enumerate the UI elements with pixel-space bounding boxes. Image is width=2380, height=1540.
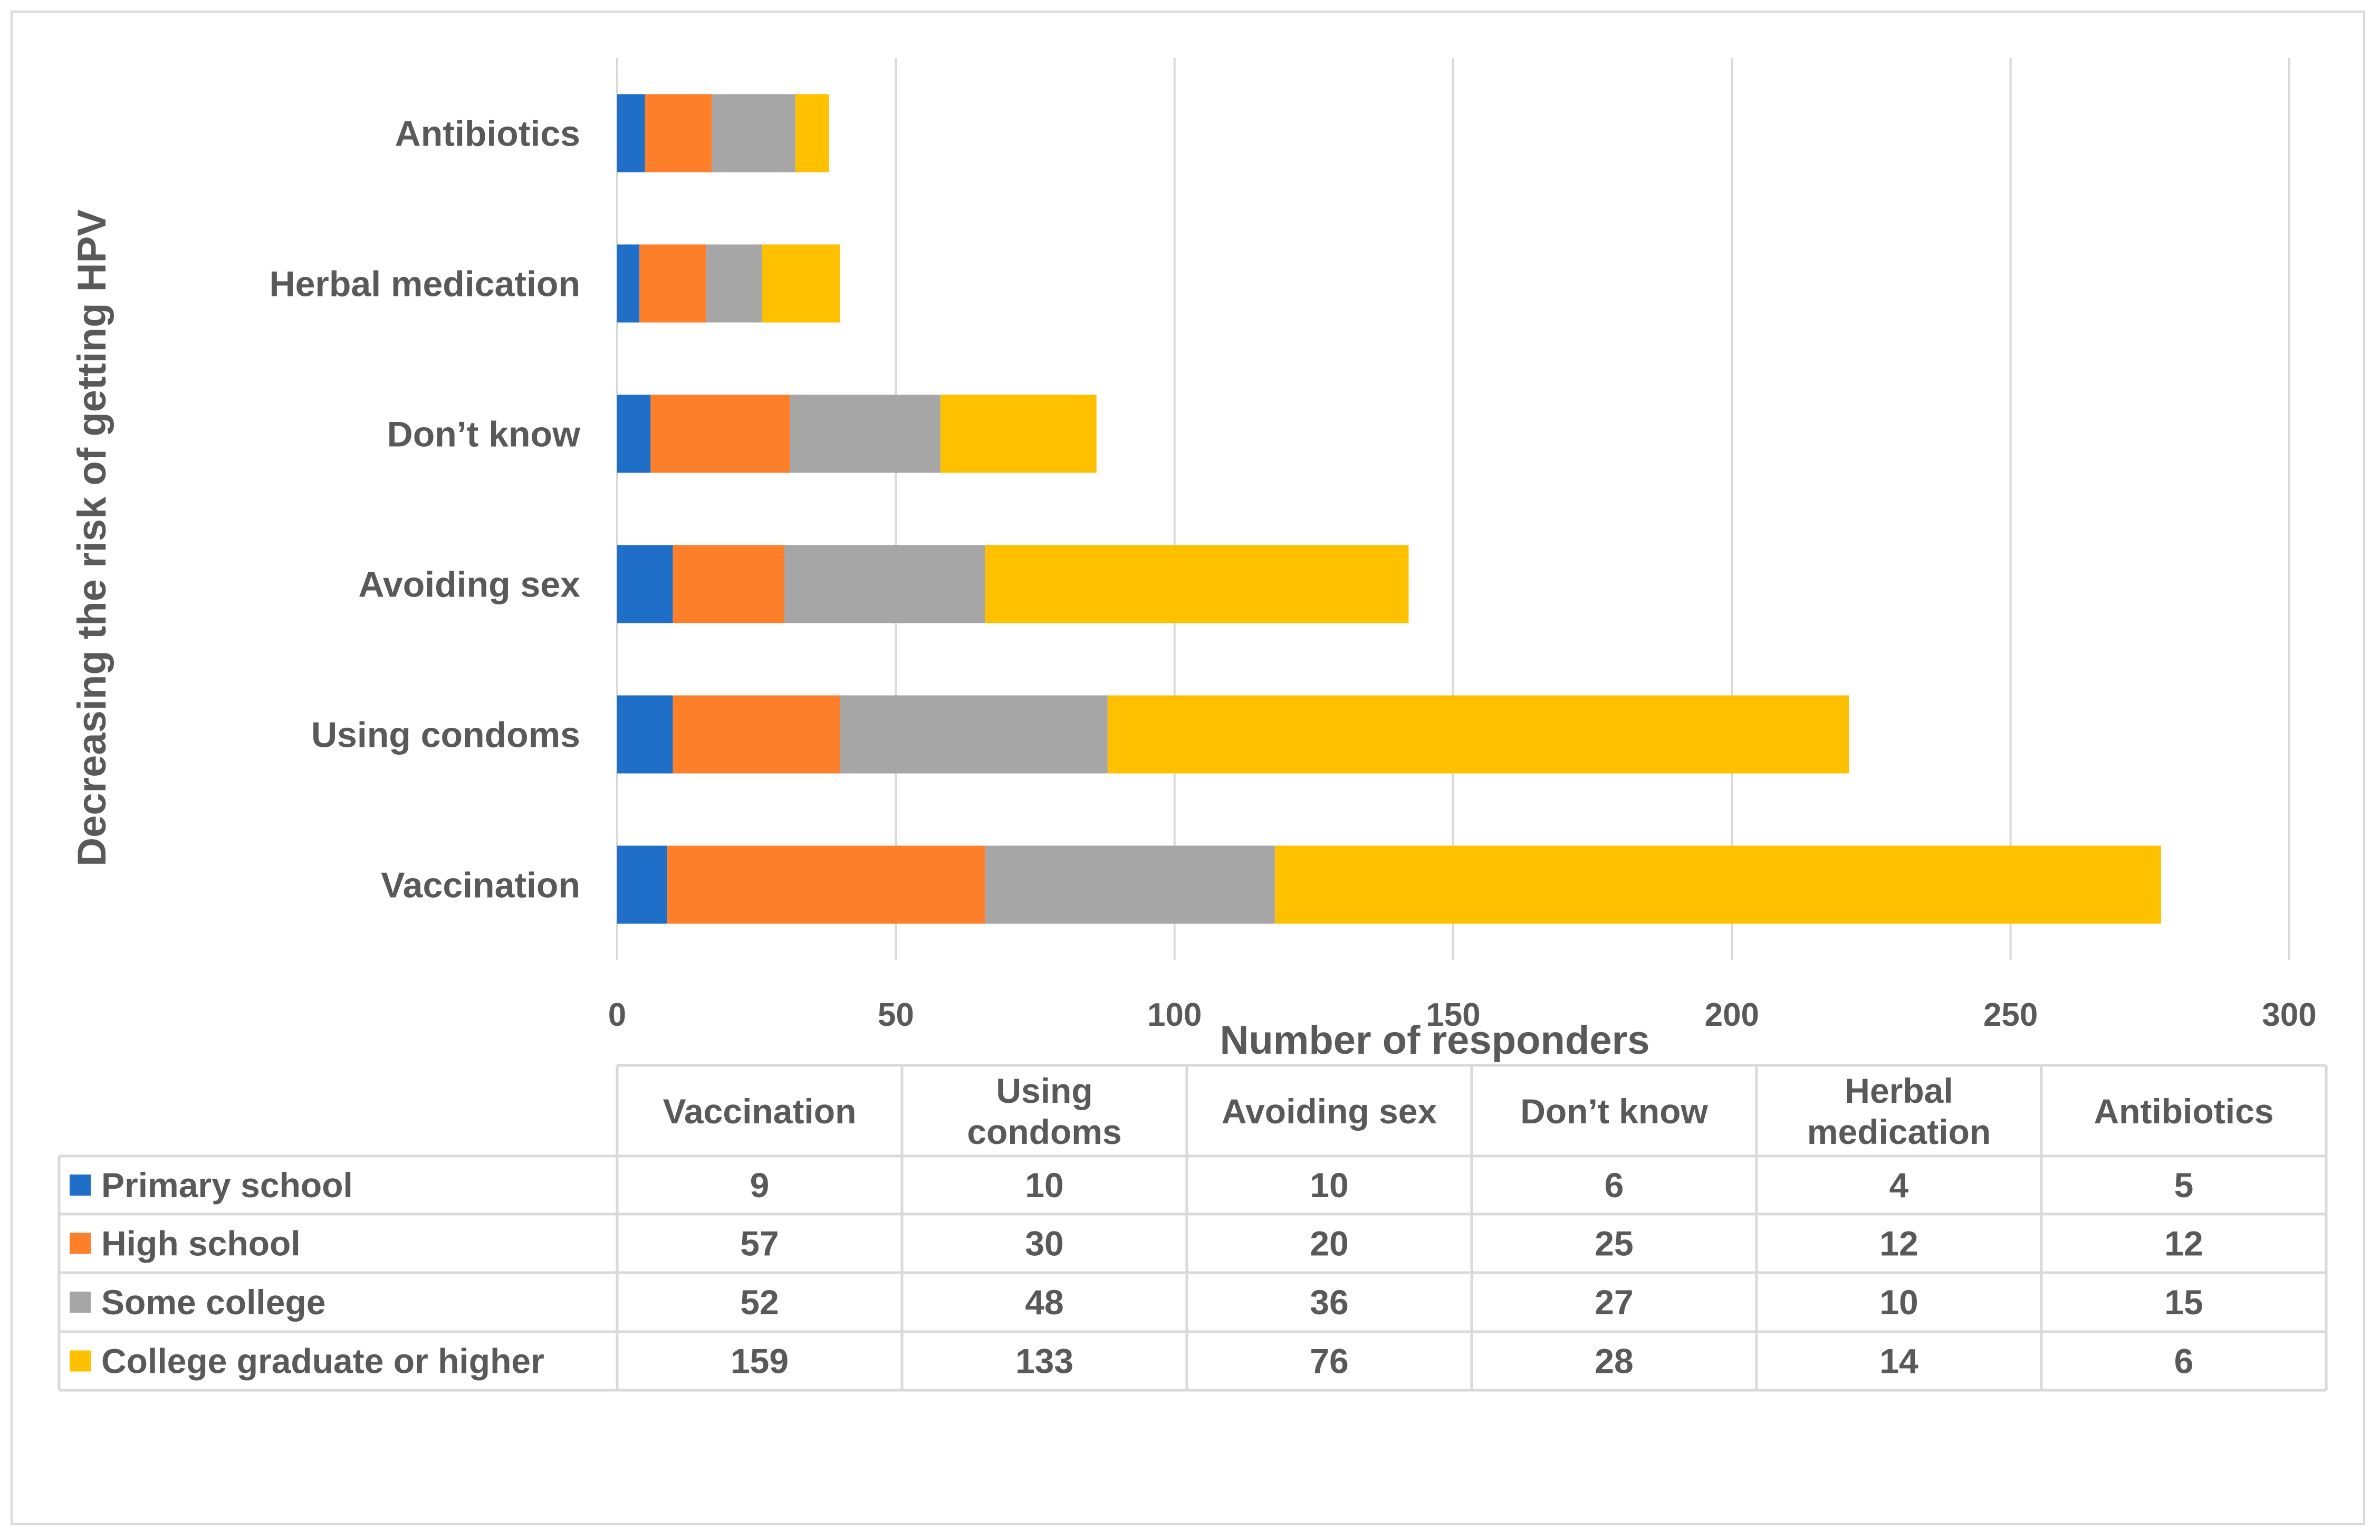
table-cell-high-school-don-t-know: 25 <box>1595 1224 1633 1263</box>
bar-herbal-medication-some-college <box>706 244 762 323</box>
bar-herbal-medication-high-school <box>639 244 707 323</box>
bar-using-condoms-high-school <box>673 695 840 774</box>
category-label-avoiding-sex: Avoiding sex <box>358 565 580 605</box>
bar-antibiotics-some-college <box>712 94 796 172</box>
category-label-vaccination: Vaccination <box>381 865 580 906</box>
table-cell-primary-school-antibiotics: 5 <box>2174 1166 2194 1205</box>
table-cell-some-college-avoiding-sex: 36 <box>1310 1283 1348 1322</box>
table-cell-primary-school-vaccination: 9 <box>750 1166 770 1205</box>
bar-vaccination-primary-school <box>617 845 668 924</box>
bar-vaccination-high-school <box>667 845 985 924</box>
bar-don-t-know-primary-school <box>617 394 651 473</box>
table-header-antibiotics: Antibiotics <box>2094 1092 2274 1131</box>
table-cell-college-graduate-or-higher-avoiding-sex: 76 <box>1310 1342 1348 1381</box>
table-cell-some-college-don-t-know: 27 <box>1595 1283 1633 1322</box>
x-tick-250: 250 <box>1983 997 2038 1033</box>
legend-label-high-school: High school <box>101 1224 301 1263</box>
table-header-herbal-medication: Herbal medication <box>1807 1071 1991 1151</box>
table-cell-college-graduate-or-higher-herbal-medication: 14 <box>1879 1342 1918 1381</box>
legend-label-some-college: Some college <box>101 1283 326 1322</box>
bar-antibiotics-high-school <box>645 94 712 172</box>
y-axis-title: Decreasing the risk of getting HPV <box>70 209 114 867</box>
bar-don-t-know-high-school <box>650 394 790 473</box>
gridlines <box>616 58 2290 960</box>
table-cell-some-college-using-condoms: 48 <box>1025 1283 1063 1322</box>
table-cell-some-college-antibiotics: 15 <box>2164 1283 2203 1322</box>
legend-swatch-some-college <box>70 1292 91 1313</box>
table-cell-high-school-herbal-medication: 12 <box>1879 1224 1918 1263</box>
table-cell-college-graduate-or-higher-antibiotics: 6 <box>2174 1342 2194 1381</box>
bar-antibiotics-primary-school <box>617 94 645 172</box>
category-label-using-condoms: Using condoms <box>311 715 580 755</box>
bar-using-condoms-some-college <box>840 695 1108 774</box>
data-table: Vaccination Using condoms Avoiding sex Don’t… <box>57 1064 2328 1392</box>
legend-swatch-college-graduate-or-higher <box>70 1350 91 1372</box>
bar-antibiotics-college-graduate-or-higher <box>795 94 829 172</box>
table-cell-college-graduate-or-higher-don-t-know: 28 <box>1595 1342 1633 1381</box>
x-tick-150: 150 <box>1426 997 1480 1033</box>
bar-vaccination-some-college <box>985 845 1275 924</box>
table-cell-high-school-using-condoms: 30 <box>1025 1224 1063 1263</box>
x-axis-title: Number of responders <box>1220 1018 1649 1063</box>
table-header-using-condoms: Using condoms <box>967 1071 1121 1151</box>
legend-label-primary-school: Primary school <box>101 1166 353 1205</box>
bar-avoiding-sex-high-school <box>673 545 784 623</box>
table-cell-primary-school-using-condoms: 10 <box>1025 1166 1063 1205</box>
bar-using-condoms-college-graduate-or-higher <box>1107 695 1849 774</box>
bar-using-condoms-primary-school <box>617 695 673 774</box>
table-cell-high-school-antibiotics: 12 <box>2164 1224 2203 1263</box>
bar-herbal-medication-college-graduate-or-higher <box>762 244 840 323</box>
bar-avoiding-sex-primary-school <box>617 545 673 623</box>
table-cell-college-graduate-or-higher-using-condoms: 133 <box>1015 1342 1073 1381</box>
bar-don-t-know-college-graduate-or-higher <box>940 394 1097 473</box>
x-tick-0: 0 <box>608 997 626 1033</box>
table-header-vaccination: Vaccination <box>663 1092 857 1131</box>
bar-herbal-medication-primary-school <box>617 244 640 323</box>
category-labels: Vaccination Using condoms Avoiding sex Don’… <box>270 114 581 906</box>
bar-don-t-know-some-college <box>790 394 941 473</box>
x-tick-200: 200 <box>1705 997 1759 1033</box>
bars <box>617 94 2161 924</box>
category-label-don-t-know: Don’t know <box>387 415 581 455</box>
table-cell-primary-school-herbal-medication: 4 <box>1889 1166 1909 1205</box>
legend-label-college-graduate-or-higher: College graduate or higher <box>101 1342 544 1381</box>
legend-swatch-high-school <box>70 1233 91 1254</box>
table-header-don-t-know: Don’t know <box>1520 1092 1708 1131</box>
table-cell-high-school-vaccination: 57 <box>740 1224 779 1263</box>
category-label-antibiotics: Antibiotics <box>395 114 580 154</box>
table-cell-high-school-avoiding-sex: 20 <box>1310 1224 1348 1263</box>
table-header-avoiding-sex: Avoiding sex <box>1222 1092 1437 1131</box>
category-label-herbal-medication: Herbal medication <box>270 264 581 304</box>
table-cell-some-college-herbal-medication: 10 <box>1879 1283 1918 1322</box>
x-tick-100: 100 <box>1147 997 1202 1033</box>
legend-swatch-primary-school <box>70 1175 91 1196</box>
x-tick-50: 50 <box>878 997 914 1033</box>
bar-vaccination-college-graduate-or-higher <box>1274 845 2161 924</box>
table-cell-college-graduate-or-higher-vaccination: 159 <box>731 1342 789 1381</box>
table-cell-some-college-vaccination: 52 <box>740 1283 779 1322</box>
x-tick-labels: 0 50 100 150 200 250 300 <box>608 997 2317 1033</box>
x-tick-300: 300 <box>2262 997 2316 1033</box>
table-cell-primary-school-avoiding-sex: 10 <box>1310 1166 1348 1205</box>
bar-avoiding-sex-college-graduate-or-higher <box>985 545 1409 623</box>
bar-avoiding-sex-some-college <box>784 545 985 623</box>
table-cell-primary-school-don-t-know: 6 <box>1605 1166 1624 1205</box>
